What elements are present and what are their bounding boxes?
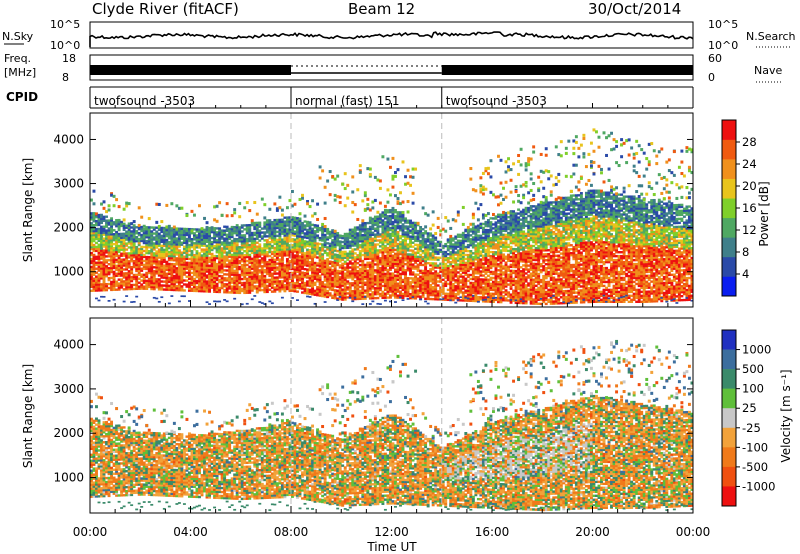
power-colorbar-swatch bbox=[722, 178, 736, 199]
nsky-tick-top: 10^5 bbox=[50, 18, 80, 31]
xtick-label: 00:00 bbox=[676, 525, 711, 539]
power-colorbar-tick-label: 28 bbox=[742, 135, 757, 149]
xaxis-label: Time UT bbox=[366, 540, 417, 554]
velocity-colorbar-tick-label: -500 bbox=[742, 460, 768, 474]
velocity-colorbar: 1000 500 100 25 -25 -100 -500 -1000 bbox=[721, 329, 775, 507]
ytick-label: 3000 bbox=[53, 177, 84, 191]
xtick-label: 20:00 bbox=[575, 525, 610, 539]
nave-tick-top: 60 bbox=[708, 52, 722, 65]
cpid-segment-label: twofsound -3503 bbox=[446, 94, 547, 108]
power-colorbar-swatch bbox=[722, 198, 736, 219]
power-colorbar-swatch bbox=[722, 256, 736, 277]
velocity-colorbar-frame bbox=[721, 329, 737, 507]
freq-band-2 bbox=[441, 65, 693, 75]
ytick-label: 2000 bbox=[53, 221, 84, 235]
velocity-colorbar-tick-label: -25 bbox=[742, 421, 761, 435]
cpid-segments: twofsound -3503 normal (fast) 151 twofsoun… bbox=[89, 86, 694, 108]
velocity-colorbar-tick-label: 500 bbox=[742, 362, 764, 376]
velocity-colorbar-swatch bbox=[722, 388, 736, 409]
power-colorbar-tick-label: 4 bbox=[742, 267, 749, 281]
ytick-label: 2000 bbox=[53, 426, 84, 440]
velocity-colorbar-tick-label: 25 bbox=[742, 401, 757, 415]
nsky-trace bbox=[89, 31, 694, 47]
ytick-label: 4000 bbox=[53, 338, 84, 352]
velocity-colorbar-swatch bbox=[722, 427, 736, 448]
nsky-frame bbox=[89, 21, 694, 49]
velocity-colorbar-tick-label: 1000 bbox=[742, 343, 771, 357]
power-colorbar-tick-label: 24 bbox=[742, 157, 757, 171]
velocity-colorbar-swatch bbox=[722, 486, 736, 507]
velocity-colorbar-tick-label: 100 bbox=[742, 382, 764, 396]
ytick-label: 1000 bbox=[53, 265, 84, 279]
power-colorbar-tick-label: 16 bbox=[742, 201, 757, 215]
power-colorbar-swatch bbox=[722, 159, 736, 179]
power-colorbar-swatch bbox=[722, 237, 736, 258]
power-colorbar-swatch bbox=[722, 217, 736, 238]
axes: 1000 2000 3000 4000 1000 2000 3000 4000 00:00 04:… bbox=[53, 103, 710, 539]
nave-label: Nave bbox=[754, 64, 782, 77]
freq-bands bbox=[90, 65, 693, 75]
ytick-label: 1000 bbox=[53, 471, 84, 485]
beam-title: Beam 12 bbox=[348, 0, 415, 18]
velocity-colorbar-tick-label: -100 bbox=[742, 440, 768, 454]
nsearch-tick-bottom: 10^0 bbox=[708, 39, 738, 52]
velocity-colorbar-swatch bbox=[722, 447, 736, 468]
xtick-label: 08:00 bbox=[274, 525, 309, 539]
power-colorbar: 4 8 12 16 20 24 28 bbox=[721, 119, 757, 297]
freq-unit-label: [MHz] bbox=[4, 66, 36, 79]
echo-cells bbox=[90, 128, 693, 306]
cpid-label: CPID bbox=[6, 90, 38, 104]
velocity-colorbar-tick-label: -1000 bbox=[742, 479, 775, 493]
power-colorbar-tick-label: 20 bbox=[742, 179, 757, 193]
date-title: 30/Oct/2014 bbox=[588, 0, 681, 18]
velocity-colorbar-label: Velocity [m s⁻¹] bbox=[779, 369, 793, 462]
ytick-label: 4000 bbox=[53, 132, 84, 146]
nave-tick-bottom: 0 bbox=[708, 71, 715, 84]
velocity-ylabel: Slant Range [km] bbox=[21, 364, 35, 468]
nsky-tick-bottom: 10^0 bbox=[50, 39, 80, 52]
power-colorbar-label: Power [dB] bbox=[757, 181, 771, 246]
velocity-colorbar-swatch bbox=[722, 349, 736, 370]
velocity-colorbar-swatch bbox=[722, 408, 736, 429]
power-colorbar-tick-label: 12 bbox=[742, 223, 757, 237]
freq-tick-bottom: 8 bbox=[62, 71, 69, 84]
nsky-label: N.Sky bbox=[2, 30, 34, 43]
ytick-label: 3000 bbox=[53, 382, 84, 396]
power-ylabel: Slant Range [km] bbox=[21, 158, 35, 262]
nsearch-tick-top: 10^5 bbox=[708, 18, 738, 31]
xtick-label: 04:00 bbox=[173, 525, 208, 539]
power-panel bbox=[90, 113, 693, 307]
velocity-colorbar-swatch bbox=[722, 466, 736, 487]
freq-tick-top: 18 bbox=[62, 52, 76, 65]
xtick-label: 12:00 bbox=[374, 525, 409, 539]
freq-label: Freq. bbox=[4, 52, 31, 65]
freq-band-0 bbox=[90, 65, 291, 75]
cpid-segment-label: normal (fast) 151 bbox=[295, 94, 399, 108]
velocity-panel bbox=[90, 318, 693, 513]
cpid-segment-label: twofsound -3503 bbox=[94, 94, 195, 108]
power-colorbar-swatch bbox=[722, 120, 736, 140]
power-colorbar-swatch bbox=[722, 139, 736, 160]
station-title: Clyde River (fitACF) bbox=[92, 0, 239, 18]
nsearch-label: N.Search bbox=[746, 30, 796, 43]
echo-cells bbox=[90, 339, 693, 512]
velocity-colorbar-swatch bbox=[722, 330, 736, 350]
xtick-label: 00:00 bbox=[73, 525, 108, 539]
power-colorbar-tick-label: 8 bbox=[742, 245, 749, 259]
velocity-colorbar-swatch bbox=[722, 369, 736, 389]
power-colorbar-swatch bbox=[722, 276, 736, 297]
xtick-label: 16:00 bbox=[475, 525, 510, 539]
